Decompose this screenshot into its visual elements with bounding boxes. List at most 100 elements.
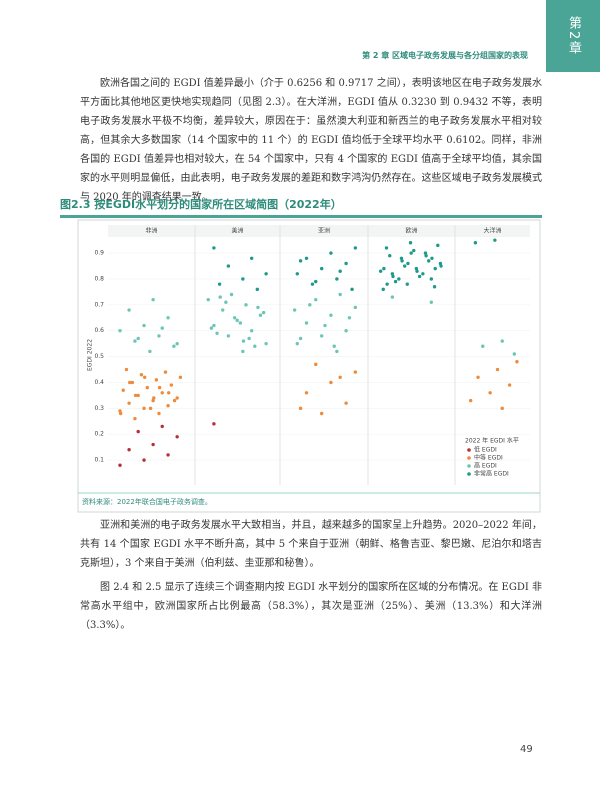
panel-label: 大洋洲 — [483, 227, 501, 235]
point — [436, 243, 440, 248]
point — [319, 334, 324, 338]
point — [473, 241, 478, 245]
point — [255, 287, 260, 292]
chart-frame — [77, 219, 541, 513]
point — [151, 442, 155, 447]
panel-label: 亚洲 — [318, 228, 330, 235]
point — [329, 380, 333, 385]
point — [468, 398, 473, 403]
point — [136, 393, 140, 398]
panel-header — [108, 225, 195, 237]
point — [224, 300, 228, 304]
point — [329, 251, 333, 255]
panel-header — [280, 225, 368, 237]
point — [226, 334, 231, 338]
point — [500, 339, 504, 343]
point — [261, 310, 266, 315]
point — [130, 380, 135, 385]
legend-label: 高 EGDI — [474, 462, 497, 470]
panel-header — [195, 225, 280, 237]
point — [154, 378, 159, 382]
point — [344, 261, 348, 266]
point — [382, 266, 386, 271]
point — [244, 303, 248, 307]
point — [166, 316, 170, 320]
point — [139, 372, 144, 377]
point — [212, 246, 216, 250]
point — [264, 341, 268, 346]
point — [151, 297, 155, 302]
point — [256, 305, 260, 310]
point — [439, 264, 443, 268]
point — [304, 256, 309, 260]
point — [314, 279, 318, 284]
point — [121, 388, 125, 392]
point — [388, 253, 392, 258]
point — [124, 367, 129, 372]
point — [495, 367, 500, 372]
point — [258, 313, 263, 317]
point — [249, 329, 254, 333]
point — [160, 391, 164, 395]
point — [412, 248, 416, 253]
point — [417, 274, 422, 279]
panel-label: 美洲 — [231, 227, 243, 235]
point — [253, 344, 257, 348]
point — [212, 422, 216, 426]
point — [385, 282, 389, 286]
point — [175, 341, 179, 346]
point — [142, 375, 147, 379]
point — [319, 411, 324, 416]
paragraph: 亚洲和美洲的电子政务发展水平大致相当，并且，越来越多的国家呈上升趋势。2020–… — [80, 520, 542, 569]
point — [304, 321, 309, 325]
point — [390, 295, 395, 299]
point — [298, 336, 303, 341]
point — [353, 246, 358, 250]
point — [298, 259, 303, 263]
point — [344, 329, 348, 333]
point — [241, 349, 245, 354]
point — [157, 385, 162, 390]
point — [310, 282, 315, 286]
point — [353, 305, 358, 310]
paragraph: 图 2.4 和 2.5 显示了连续三个调查期内按 EGDI 水平划分的国家所在区… — [80, 582, 542, 631]
chapter-tab: 第2章 — [546, 0, 600, 72]
point — [133, 416, 137, 421]
point — [353, 370, 358, 374]
point — [308, 303, 312, 307]
point — [148, 406, 153, 411]
point — [515, 360, 519, 364]
point — [167, 391, 171, 395]
point — [264, 272, 268, 276]
point — [399, 256, 404, 260]
point — [381, 287, 385, 292]
point — [314, 297, 318, 302]
point — [217, 282, 222, 286]
point — [476, 375, 480, 379]
point — [295, 272, 299, 276]
paragraph: 欧洲各国之间的 EGDI 值差异最小（介于 0.6256 和 0.9717 之间… — [80, 78, 542, 203]
legend-swatch — [467, 464, 471, 468]
legend-title: 2022 年 EGDI 水平 — [465, 437, 519, 445]
point — [142, 406, 146, 411]
point — [393, 279, 398, 284]
panel-label: 欧洲 — [405, 227, 417, 235]
point — [249, 256, 254, 260]
y-tick-label: 0.8 — [94, 275, 104, 282]
point — [166, 453, 170, 457]
point — [429, 300, 434, 304]
point — [128, 380, 132, 385]
point — [157, 334, 161, 338]
y-tick-label: 0.9 — [94, 250, 104, 257]
point — [133, 393, 138, 398]
point — [218, 295, 222, 299]
point — [512, 352, 517, 356]
point — [212, 323, 216, 328]
point — [209, 326, 214, 330]
point — [402, 264, 407, 268]
point — [136, 429, 140, 434]
point — [424, 253, 428, 258]
point — [148, 349, 152, 354]
point — [172, 344, 176, 348]
